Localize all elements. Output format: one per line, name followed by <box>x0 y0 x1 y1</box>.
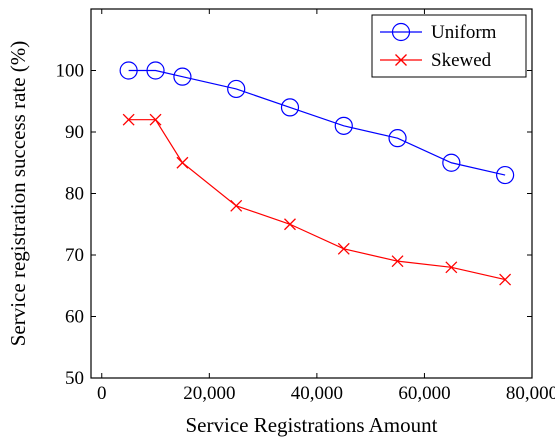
y-tick-label: 100 <box>56 61 85 82</box>
data-point-skewed <box>338 243 349 254</box>
legend-label-uniform: Uniform <box>431 22 497 43</box>
x-tick-label: 60,000 <box>398 383 450 404</box>
x-tick-label: 40,000 <box>291 383 343 404</box>
x-tick-label: 20,000 <box>183 383 235 404</box>
x-axis-title: Service Registrations Amount <box>186 413 438 437</box>
data-point-skewed <box>500 274 511 285</box>
y-tick-label: 50 <box>65 368 84 389</box>
y-tick-label: 80 <box>65 184 84 205</box>
data-point-skewed <box>284 219 295 230</box>
y-tick-label: 90 <box>65 122 84 143</box>
data-point-skewed <box>231 200 242 211</box>
data-point-skewed <box>177 157 188 168</box>
y-axis-title: Service registration success rate (%) <box>6 41 30 347</box>
series-line-skewed <box>129 120 505 280</box>
x-tick-label: 80,000 <box>506 383 555 404</box>
series-skewed <box>123 114 510 285</box>
legend-label-skewed: Skewed <box>431 50 492 71</box>
series-layer <box>120 62 513 285</box>
x-tick-label: 0 <box>97 383 107 404</box>
y-tick-label: 70 <box>65 245 84 266</box>
y-tick-label: 60 <box>65 307 84 328</box>
legend: Uniform Skewed <box>372 15 526 77</box>
